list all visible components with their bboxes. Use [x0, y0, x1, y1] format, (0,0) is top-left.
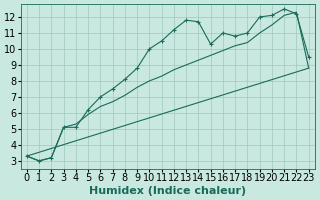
X-axis label: Humidex (Indice chaleur): Humidex (Indice chaleur)	[89, 186, 246, 196]
